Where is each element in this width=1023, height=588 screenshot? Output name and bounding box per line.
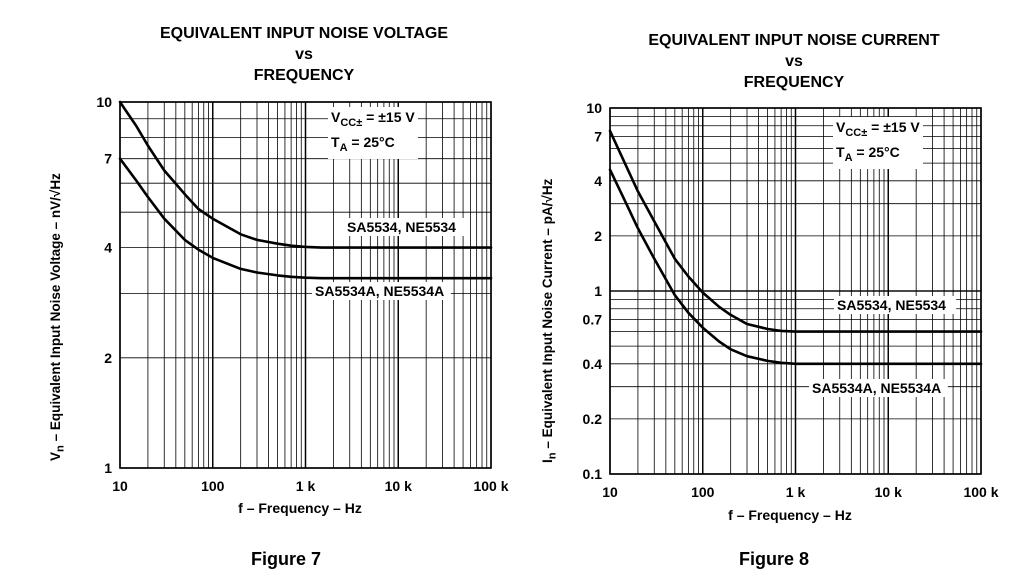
chart1-x-axis-label: f – Frequency – Hz [238, 500, 362, 516]
chart1-title-line2: vs [295, 46, 313, 63]
c2-x-tick-label: 100 [691, 484, 715, 500]
chart2-condition-ta: TA = 25°C [836, 143, 900, 164]
c2-y-tick-label: 0.7 [583, 311, 603, 327]
c2-y-tick-label: 7 [594, 128, 602, 144]
chart2-title-line1: EQUIVALENT INPUT NOISE CURRENT [648, 32, 940, 49]
c2-y-tick-label: 1 [594, 283, 602, 299]
chart1-conditions: VCC± = ±15 V TA = 25°C [328, 107, 418, 159]
c1-y-tick-label: 4 [104, 240, 112, 256]
c2-x-tick-label: 100 k [963, 484, 998, 500]
chart1-title-line1: EQUIVALENT INPUT NOISE VOLTAGE [159, 25, 448, 42]
c2-y-tick-label: 0.4 [583, 356, 603, 372]
c2-x-tick-label: 10 [602, 484, 618, 500]
figure-7-caption: Figure 7 [250, 549, 321, 569]
c1-x-tick-label: 100 k [473, 478, 508, 494]
c1-x-tick-label: 100 [201, 478, 225, 494]
chart2-conditions: VCC± = ±15 V TA = 25°C [833, 117, 923, 169]
c1-plot-frame [119, 101, 492, 469]
c2-series-label-bg [809, 379, 948, 397]
c2-y-tick-label: 2 [594, 228, 602, 244]
c2-y-tick-label: 0.2 [583, 411, 603, 427]
c2-y-tick-label: 4 [594, 173, 602, 189]
c1-series-label-bg [312, 282, 451, 300]
chart2-title-line2: vs [785, 53, 803, 70]
chart1-title: EQUIVALENT INPUT NOISE VOLTAGE vs FREQUE… [129, 23, 479, 86]
c1-x-tick-label: 10 k [385, 478, 412, 494]
c1-y-tick-label: 2 [104, 350, 112, 366]
c2-y-tick-label: 0.1 [583, 466, 603, 482]
c2-series-line [608, 129, 983, 333]
c2-x-tick-label: 10 k [875, 484, 902, 500]
chart2-title-line3: FREQUENCY [743, 74, 845, 91]
c2-series-label: SA5534, NE5534 [837, 297, 946, 313]
c1-series-label: SA5534A, NE5534A [315, 283, 444, 299]
c1-series-line [118, 100, 493, 249]
c2-y-tick-label: 10 [586, 100, 602, 116]
c2-series-label: SA5534A, NE5534A [812, 380, 941, 396]
c1-x-tick-label: 1 k [296, 478, 316, 494]
chart1-title-line3: FREQUENCY [253, 67, 355, 84]
chart2-x-axis-label: f – Frequency – Hz [728, 507, 852, 523]
chart1-condition-ta: TA = 25°C [331, 133, 395, 154]
c2-series-line [608, 168, 983, 366]
c2-series-label-bg [834, 296, 957, 314]
c1-series-line [118, 157, 493, 280]
chart1-condition-vcc: VCC± = ±15 V [331, 109, 415, 129]
c1-series-label: SA5534, NE5534 [347, 219, 456, 235]
figure-8-caption: Figure 8 [738, 549, 809, 569]
chart2-condition-vcc: VCC± = ±15 V [836, 119, 920, 139]
c2-plot-frame [609, 107, 982, 475]
c1-y-tick-label: 7 [104, 151, 112, 167]
c1-series-label-bg [344, 218, 467, 236]
c1-y-tick-label: 10 [96, 94, 112, 110]
c2-x-tick-label: 1 k [786, 484, 806, 500]
c1-y-tick-label: 1 [104, 460, 112, 476]
c1-x-tick-label: 10 [112, 478, 128, 494]
chart2-title: EQUIVALENT INPUT NOISE CURRENT vs FREQUE… [619, 30, 969, 93]
